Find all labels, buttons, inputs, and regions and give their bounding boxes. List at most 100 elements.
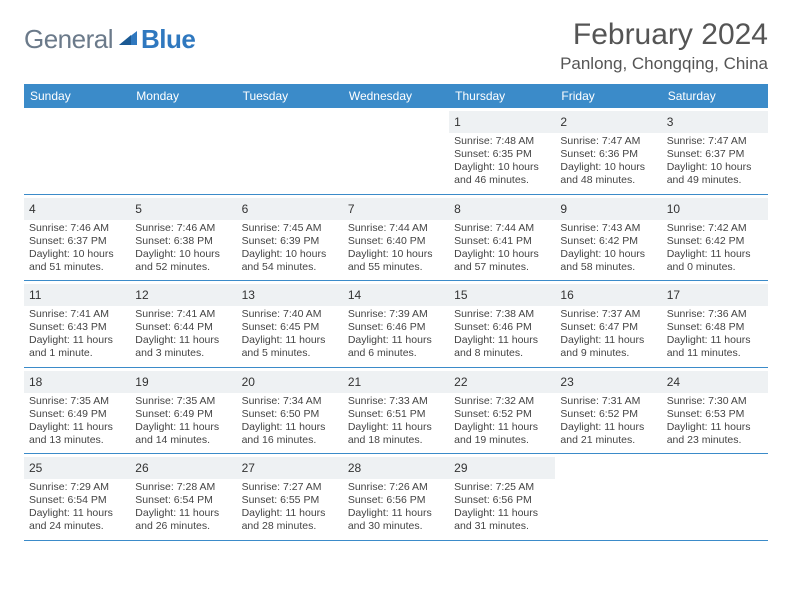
sunset-text: Sunset: 6:46 PM	[348, 321, 444, 334]
daylight-text: Daylight: 10 hours and 57 minutes.	[454, 248, 550, 274]
sunrise-text: Sunrise: 7:35 AM	[135, 395, 231, 408]
sunrise-text: Sunrise: 7:33 AM	[348, 395, 444, 408]
sunrise-text: Sunrise: 7:48 AM	[454, 135, 550, 148]
calendar-cell: 8Sunrise: 7:44 AMSunset: 6:41 PMDaylight…	[449, 195, 555, 281]
calendar: SundayMondayTuesdayWednesdayThursdayFrid…	[24, 84, 768, 541]
calendar-cell: 16Sunrise: 7:37 AMSunset: 6:47 PMDayligh…	[555, 281, 661, 367]
daylight-text: Daylight: 11 hours and 21 minutes.	[560, 421, 656, 447]
sunset-text: Sunset: 6:42 PM	[560, 235, 656, 248]
sunrise-text: Sunrise: 7:46 AM	[135, 222, 231, 235]
day-number: 9	[560, 202, 567, 216]
day-header: Friday	[555, 84, 661, 108]
daylight-text: Daylight: 10 hours and 48 minutes.	[560, 161, 656, 187]
daylight-text: Daylight: 11 hours and 5 minutes.	[242, 334, 338, 360]
daynum-row: 25	[24, 457, 130, 479]
daylight-text: Daylight: 11 hours and 14 minutes.	[135, 421, 231, 447]
month-title: February 2024	[560, 18, 768, 52]
sunrise-text: Sunrise: 7:42 AM	[667, 222, 763, 235]
daynum-row: 24	[662, 371, 768, 393]
calendar-cell: 5Sunrise: 7:46 AMSunset: 6:38 PMDaylight…	[130, 195, 236, 281]
calendar-cell	[343, 108, 449, 194]
calendar-cell: 18Sunrise: 7:35 AMSunset: 6:49 PMDayligh…	[24, 368, 130, 454]
day-number: 3	[667, 115, 674, 129]
day-headers-row: SundayMondayTuesdayWednesdayThursdayFrid…	[24, 84, 768, 108]
sunrise-text: Sunrise: 7:43 AM	[560, 222, 656, 235]
sunset-text: Sunset: 6:37 PM	[667, 148, 763, 161]
calendar-cell: 17Sunrise: 7:36 AMSunset: 6:48 PMDayligh…	[662, 281, 768, 367]
daynum-row: 13	[237, 284, 343, 306]
sunset-text: Sunset: 6:35 PM	[454, 148, 550, 161]
sunset-text: Sunset: 6:56 PM	[454, 494, 550, 507]
daynum-row: 27	[237, 457, 343, 479]
day-number: 25	[29, 461, 42, 475]
location-text: Panlong, Chongqing, China	[560, 54, 768, 74]
day-header: Thursday	[449, 84, 555, 108]
daylight-text: Daylight: 10 hours and 46 minutes.	[454, 161, 550, 187]
sunrise-text: Sunrise: 7:25 AM	[454, 481, 550, 494]
day-header: Tuesday	[237, 84, 343, 108]
calendar-cell: 13Sunrise: 7:40 AMSunset: 6:45 PMDayligh…	[237, 281, 343, 367]
day-number: 24	[667, 375, 680, 389]
sunset-text: Sunset: 6:51 PM	[348, 408, 444, 421]
daylight-text: Daylight: 11 hours and 0 minutes.	[667, 248, 763, 274]
week-row: 1Sunrise: 7:48 AMSunset: 6:35 PMDaylight…	[24, 108, 768, 195]
daylight-text: Daylight: 11 hours and 31 minutes.	[454, 507, 550, 533]
daynum-row: 28	[343, 457, 449, 479]
calendar-cell: 25Sunrise: 7:29 AMSunset: 6:54 PMDayligh…	[24, 454, 130, 540]
sunrise-text: Sunrise: 7:38 AM	[454, 308, 550, 321]
daynum-row: 1	[449, 111, 555, 133]
calendar-cell: 26Sunrise: 7:28 AMSunset: 6:54 PMDayligh…	[130, 454, 236, 540]
sunrise-text: Sunrise: 7:35 AM	[29, 395, 125, 408]
daynum-row: 18	[24, 371, 130, 393]
daynum-row: 4	[24, 198, 130, 220]
sunrise-text: Sunrise: 7:27 AM	[242, 481, 338, 494]
sunrise-text: Sunrise: 7:41 AM	[135, 308, 231, 321]
daylight-text: Daylight: 11 hours and 19 minutes.	[454, 421, 550, 447]
sunrise-text: Sunrise: 7:36 AM	[667, 308, 763, 321]
calendar-cell: 19 Sunrise: 7:35 AMSunset: 6:49 PMDayligh…	[130, 368, 236, 454]
sunrise-text: Sunrise: 7:41 AM	[29, 308, 125, 321]
sunset-text: Sunset: 6:43 PM	[29, 321, 125, 334]
sunset-text: Sunset: 6:49 PM	[29, 408, 125, 421]
daylight-text: Daylight: 11 hours and 1 minute.	[29, 334, 125, 360]
day-number: 22	[454, 375, 467, 389]
sunset-text: Sunset: 6:46 PM	[454, 321, 550, 334]
sunset-text: Sunset: 6:38 PM	[135, 235, 231, 248]
sunrise-text: Sunrise: 7:32 AM	[454, 395, 550, 408]
calendar-cell	[130, 108, 236, 194]
daynum-row: 3	[662, 111, 768, 133]
day-number: 29	[454, 461, 467, 475]
daylight-text: Daylight: 11 hours and 9 minutes.	[560, 334, 656, 360]
daylight-text: Daylight: 10 hours and 52 minutes.	[135, 248, 231, 274]
daynum-row: 6	[237, 198, 343, 220]
daynum-row: 22	[449, 371, 555, 393]
sunset-text: Sunset: 6:53 PM	[667, 408, 763, 421]
calendar-cell: 20Sunrise: 7:34 AMSunset: 6:50 PMDayligh…	[237, 368, 343, 454]
sunrise-text: Sunrise: 7:30 AM	[667, 395, 763, 408]
sunrise-text: Sunrise: 7:37 AM	[560, 308, 656, 321]
day-number: 28	[348, 461, 361, 475]
calendar-cell: 6Sunrise: 7:45 AMSunset: 6:39 PMDaylight…	[237, 195, 343, 281]
sunrise-text: Sunrise: 7:26 AM	[348, 481, 444, 494]
daynum-row: 15	[449, 284, 555, 306]
calendar-cell: 15Sunrise: 7:38 AMSunset: 6:46 PMDayligh…	[449, 281, 555, 367]
calendar-cell: 14Sunrise: 7:39 AMSunset: 6:46 PMDayligh…	[343, 281, 449, 367]
daynum-row: 21	[343, 371, 449, 393]
sunset-text: Sunset: 6:55 PM	[242, 494, 338, 507]
logo: General Blue	[24, 24, 195, 55]
day-header: Monday	[130, 84, 236, 108]
calendar-cell	[662, 454, 768, 540]
day-number: 21	[348, 375, 361, 389]
sunset-text: Sunset: 6:48 PM	[667, 321, 763, 334]
daynum-row: 12	[130, 284, 236, 306]
sunset-text: Sunset: 6:49 PM	[135, 408, 231, 421]
sunset-text: Sunset: 6:37 PM	[29, 235, 125, 248]
week-row: 18Sunrise: 7:35 AMSunset: 6:49 PMDayligh…	[24, 368, 768, 455]
daynum-row: 19	[130, 371, 236, 393]
day-number: 17	[667, 288, 680, 302]
week-row: 4 Sunrise: 7:46 AM Sunset: 6:37 PM Daylight…	[24, 195, 768, 282]
calendar-cell: 12Sunrise: 7:41 AMSunset: 6:44 PMDayligh…	[130, 281, 236, 367]
day-number: 6	[242, 202, 249, 216]
calendar-cell: 9Sunrise: 7:43 AMSunset: 6:42 PMDaylight…	[555, 195, 661, 281]
calendar-cell: 3Sunrise: 7:47 AMSunset: 6:37 PMDaylight…	[662, 108, 768, 194]
